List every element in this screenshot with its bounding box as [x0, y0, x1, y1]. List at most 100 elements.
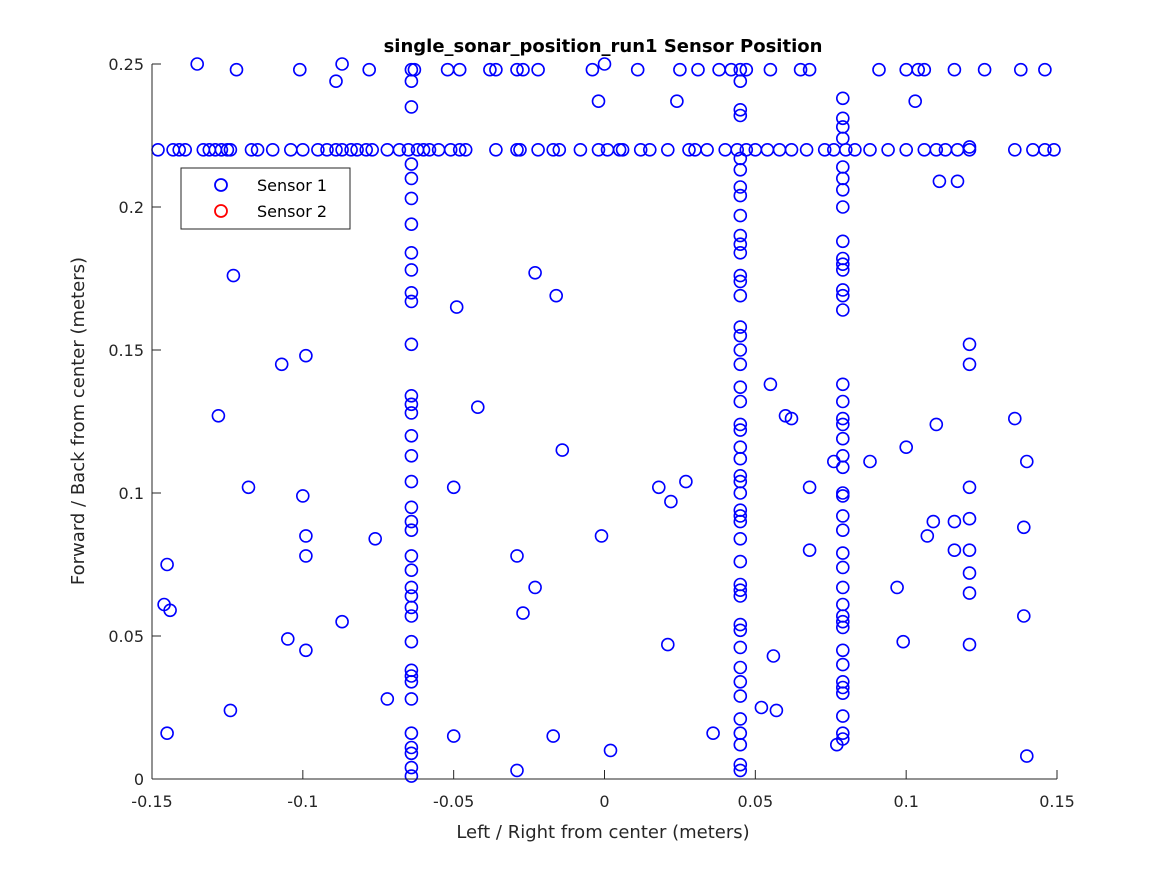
data-point-sensor-1 [404, 263, 419, 277]
data-point-sensor-1 [443, 143, 458, 157]
data-point-sensor-1 [835, 643, 850, 658]
data-point-sensor-1 [848, 143, 862, 157]
x-tick-label: 0.05 [738, 792, 774, 811]
data-point-sensor-1 [404, 428, 419, 443]
data-point-sensor-1 [733, 417, 748, 432]
data-point-sensor-1 [962, 140, 977, 154]
data-point-sensor-1 [573, 143, 588, 157]
data-point-sensor-1 [422, 143, 437, 157]
data-point-sensor-1 [510, 62, 524, 77]
data-point-sensor-1 [700, 143, 714, 157]
data-point-sensor-1 [911, 62, 926, 77]
x-tick-label: 0.15 [1039, 792, 1075, 811]
data-point-sensor-1 [835, 234, 850, 249]
data-points [151, 57, 1061, 783]
legend-label-sensor-1: Sensor 1 [257, 176, 327, 195]
data-point-sensor-1 [739, 62, 754, 77]
data-point-sensor-1 [404, 474, 419, 489]
data-point-sensor-1 [733, 357, 748, 372]
data-point-sensor-1 [531, 62, 545, 77]
data-point-sensor-1 [835, 709, 850, 723]
data-point-sensor-1 [733, 554, 748, 569]
data-point-sensor-1 [452, 62, 467, 77]
data-point-sensor-1 [733, 268, 748, 283]
data-point-sensor-1 [835, 394, 850, 409]
data-point-sensor-1 [416, 143, 431, 157]
data-point-sensor-1 [329, 74, 343, 88]
data-point-sensor-1 [1047, 143, 1061, 157]
data-point-sensor-1 [733, 188, 748, 203]
data-point-sensor-1 [835, 680, 850, 695]
data-point-sensor-1 [510, 763, 524, 778]
data-point-sensor-1 [555, 443, 570, 457]
data-point-sensor-1 [546, 729, 561, 743]
data-point-sensor-1 [733, 712, 748, 726]
data-point-sensor-1 [528, 580, 542, 595]
data-point-sensor-1 [404, 191, 419, 206]
data-point-sensor-1 [241, 480, 256, 495]
data-point-sensor-1 [404, 549, 419, 563]
data-point-sensor-1 [404, 726, 419, 741]
data-point-sensor-1 [733, 531, 748, 546]
data-point-sensor-1 [733, 486, 748, 500]
data-point-sensor-1 [947, 514, 962, 529]
data-point-sensor-1 [404, 740, 419, 755]
data-point-sensor-1 [863, 454, 877, 469]
data-point-sensor-1 [733, 617, 748, 632]
data-point-sensor-1 [896, 634, 911, 649]
data-point-sensor-1 [829, 737, 844, 752]
data-point-sensor-1 [835, 580, 850, 595]
y-tick-label: 0 [134, 770, 144, 789]
data-point-sensor-1 [295, 489, 310, 503]
data-point-sensor-1 [793, 62, 808, 77]
data-point-sensor-1 [404, 388, 419, 403]
data-point-sensor-1 [733, 689, 748, 703]
data-point-sensor-1 [962, 586, 977, 600]
data-point-sensor-1 [513, 143, 527, 157]
data-point-sensor-1 [335, 614, 349, 629]
data-point-sensor-1 [863, 143, 877, 157]
data-point-sensor-1 [404, 563, 419, 578]
data-point-sensor-1 [733, 228, 748, 243]
data-point-sensor-1 [920, 529, 935, 543]
data-point-sensor-1 [630, 62, 645, 77]
data-point-sensor-1 [962, 480, 977, 495]
data-point-sensor-1 [733, 509, 748, 523]
data-point-sensor-1 [926, 514, 941, 529]
data-point-sensor-1 [929, 417, 944, 432]
data-point-sensor-1 [404, 669, 419, 683]
data-point-sensor-1 [329, 143, 343, 157]
data-point-sensor-1 [733, 237, 748, 251]
data-point-sensor-1 [769, 703, 784, 718]
data-point-sensor-1 [335, 57, 349, 71]
data-point-sensor-1 [950, 174, 965, 189]
data-point-sensor-1 [835, 417, 850, 432]
data-point-sensor-1 [835, 200, 850, 214]
data-point-sensor-1 [365, 143, 380, 157]
data-point-sensor-1 [724, 62, 739, 77]
data-point-sensor-1 [766, 649, 781, 663]
data-point-sensor-1 [733, 343, 748, 357]
data-point-sensor-1 [733, 514, 748, 529]
data-point-sensor-1 [516, 62, 530, 77]
data-point-sensor-1 [163, 603, 177, 618]
data-point-sensor-1 [452, 143, 467, 157]
data-point-sensor-1 [404, 294, 419, 309]
data-point-sensor-1 [733, 674, 748, 689]
data-point-sensor-1 [679, 474, 693, 489]
data-point-sensor-1 [733, 103, 748, 117]
data-point-sensor-1 [546, 143, 561, 157]
data-point-sensor-1 [733, 74, 748, 88]
data-point-sensor-1 [835, 726, 850, 741]
data-point-sensor-1 [335, 143, 349, 157]
data-point-sensor-1 [404, 523, 419, 538]
data-point-sensor-1 [446, 729, 461, 743]
data-point-sensor-1 [299, 529, 313, 543]
data-point-sensor-1 [368, 531, 383, 546]
data-point-sensor-1 [1016, 520, 1031, 535]
x-tick-label: -0.15 [131, 792, 172, 811]
data-point-sensor-1 [585, 62, 600, 77]
data-point-sensor-1 [799, 143, 814, 157]
data-point-sensor-1 [311, 143, 325, 157]
